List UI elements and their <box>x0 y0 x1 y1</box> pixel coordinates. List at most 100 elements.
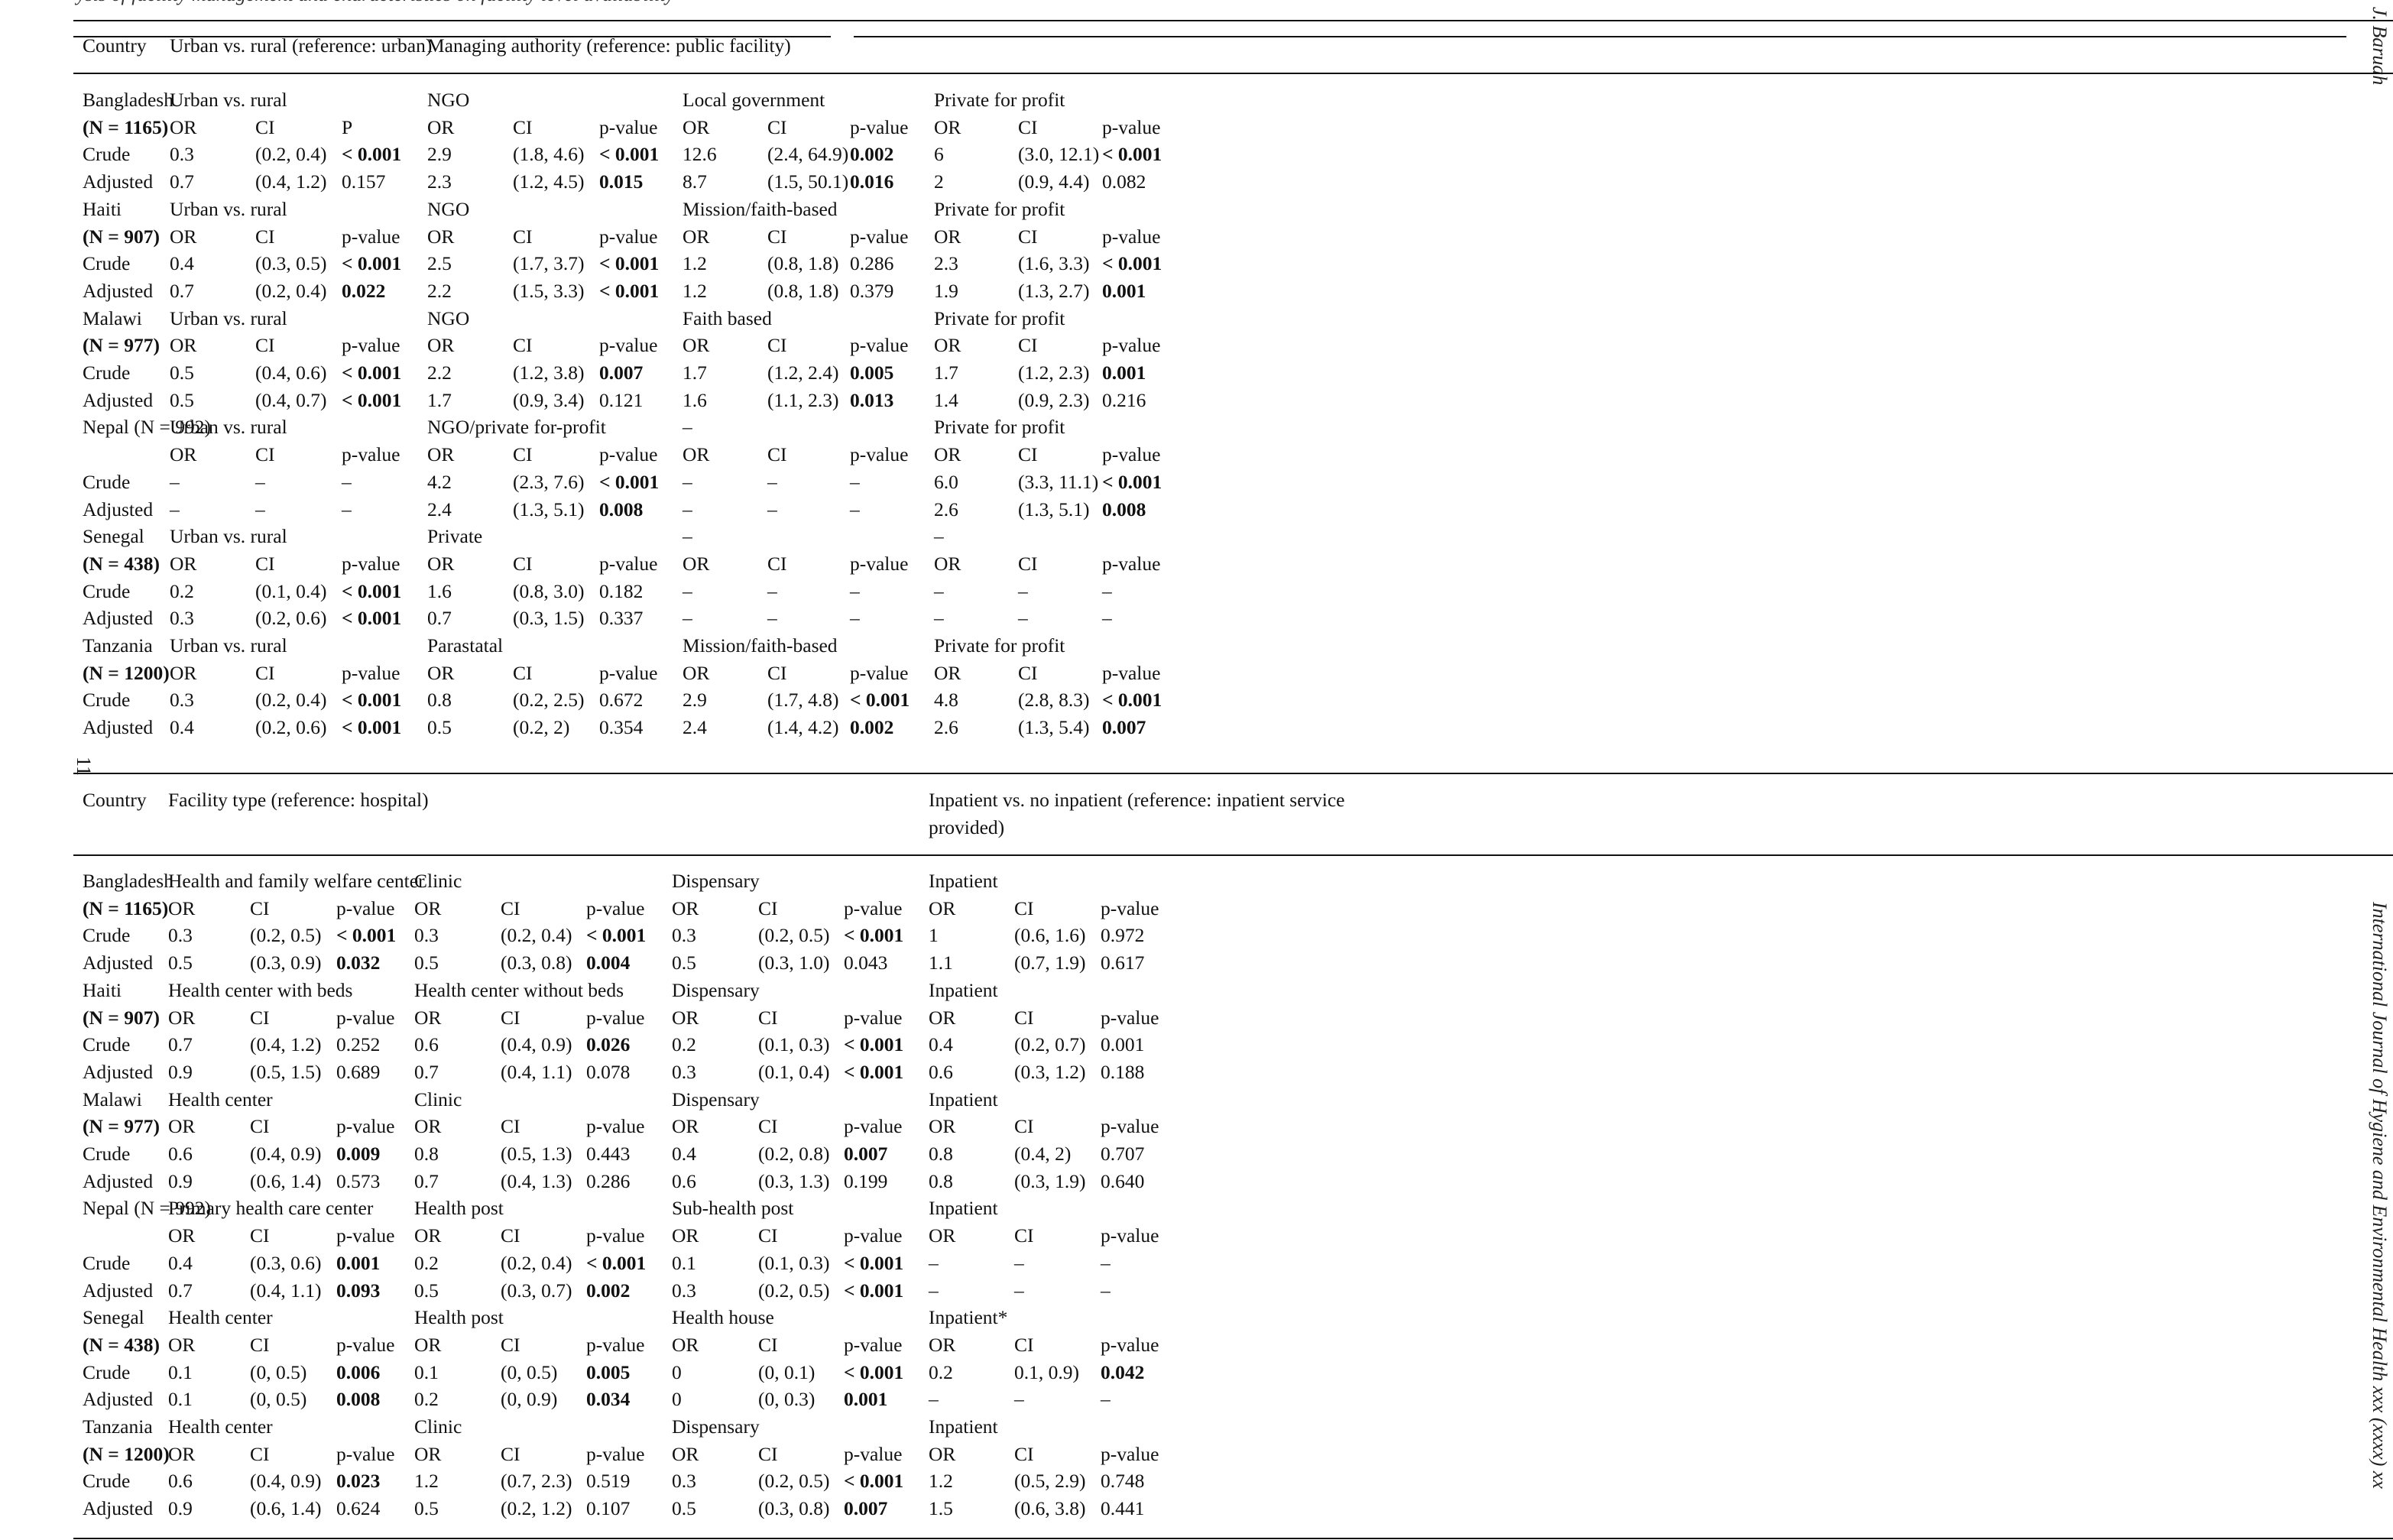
table2-cell: (0.7, 2.3) <box>501 1470 572 1493</box>
caption-fragment: ysis of facility management and characte… <box>76 0 674 6</box>
table1-cell: Private <box>427 525 483 548</box>
table2-cell: 0.1, 0.9) <box>1014 1360 1079 1383</box>
table1-cell: (1.3, 5.1) <box>513 498 585 520</box>
table1-cell: < 0.001 <box>1102 689 1162 712</box>
table2-cell: OR <box>414 1333 442 1356</box>
table1-cell: CI <box>513 225 533 248</box>
table2-cell: (0.5, 1.5) <box>250 1060 322 1083</box>
table2-cell: 0.042 <box>1101 1360 1145 1383</box>
table2-cell: OR <box>414 896 442 919</box>
table1-cell: CI <box>513 115 533 138</box>
table2-cell: CI <box>1014 1333 1034 1356</box>
table2-cell: p-value <box>1101 1224 1159 1247</box>
table2-cell: 1.2 <box>414 1470 439 1493</box>
table2-cell: CI <box>1014 1115 1034 1138</box>
table2-cell: OR <box>414 1115 442 1138</box>
table2-cell: CI <box>250 896 270 919</box>
table1-cell: OR <box>934 334 961 357</box>
table2-cell: Crude <box>83 924 131 947</box>
table1-cell: – <box>1018 607 1028 630</box>
table2-cell: CI <box>250 1224 270 1247</box>
table2-cell: 0.093 <box>336 1279 381 1302</box>
table1-cell: 0.4 <box>170 252 194 275</box>
table2-cell: 0 <box>672 1388 682 1411</box>
table2-cell: Dispensary <box>672 1415 760 1438</box>
table1-cell: 2.9 <box>427 143 452 166</box>
table1-cell: NGO/private for-profit <box>427 416 606 439</box>
table2-cell: – <box>1014 1279 1024 1302</box>
table2-cell: 0.689 <box>336 1060 381 1083</box>
table2-cell: (0.7, 1.9) <box>1014 952 1086 974</box>
table1-cell: p-value <box>599 334 658 357</box>
table2-cell: 0.8 <box>929 1143 953 1165</box>
table1-cell: OR <box>934 552 961 575</box>
table1-cell: (1.7, 3.7) <box>513 252 585 275</box>
table2-cell: < 0.001 <box>844 1360 904 1383</box>
table1-cell: OR <box>934 115 961 138</box>
table1-cell: 0.005 <box>850 361 894 384</box>
table1-cell: (0.2, 0.4) <box>255 279 327 302</box>
table2-cell: < 0.001 <box>586 924 647 947</box>
table1-cell: (0.9, 2.3) <box>1018 388 1090 411</box>
table1-cell: P <box>342 115 353 138</box>
table1-cell: CI <box>513 443 533 466</box>
table1-header-country: Country <box>83 34 147 57</box>
table1-cell: 1.2 <box>683 252 707 275</box>
table2-cell: 0.5 <box>414 1497 439 1520</box>
table1-cell: OR <box>427 443 455 466</box>
table2-cell: Health center <box>168 1088 273 1110</box>
table1-cell: 0.2 <box>170 579 194 602</box>
table2-cell: (0.2, 0.5) <box>758 1279 830 1302</box>
table1-cell: (1.5, 3.3) <box>513 279 585 302</box>
table2-cell: 0.006 <box>336 1360 381 1383</box>
table2-cell: (0.1, 0.3) <box>758 1251 830 1274</box>
table1-cell: 0.7 <box>170 170 194 193</box>
table2-cell: CI <box>501 1006 520 1029</box>
table1-cell: Adjusted <box>83 170 154 193</box>
table2-cell: (0.4, 1.2) <box>250 1033 322 1056</box>
table2-cell: (N = 1200) <box>83 1442 170 1465</box>
table1-cell: 0.7 <box>427 607 452 630</box>
table2-cell: Dispensary <box>672 870 760 892</box>
table2-cell: 1.1 <box>929 952 953 974</box>
table2-cell: Crude <box>83 1143 131 1165</box>
table2-cell: Inpatient <box>929 870 998 892</box>
table2-cell: (0, 0.5) <box>250 1360 307 1383</box>
table1-cell: 6 <box>934 143 944 166</box>
table1-cell: Malawi <box>83 306 142 329</box>
table2-cell: Adjusted <box>83 1169 154 1192</box>
table2-cell: OR <box>414 1442 442 1465</box>
table2-cell: 0.3 <box>672 1279 696 1302</box>
table2-cell: CI <box>501 1442 520 1465</box>
table2-cell: p-value <box>586 1333 645 1356</box>
table1-cell: CI <box>767 115 787 138</box>
table1-cell: < 0.001 <box>850 689 910 712</box>
table2-cell: p-value <box>586 1115 645 1138</box>
table2-cell: (0.3, 0.8) <box>758 1497 830 1520</box>
table2-cell: OR <box>168 1333 196 1356</box>
table1-cell: CI <box>255 225 275 248</box>
table2-cell: Adjusted <box>83 1388 154 1411</box>
table2-bottom-rule <box>73 1538 2393 1539</box>
table1-cell: (3.3, 11.1) <box>1018 470 1099 493</box>
table1-cell: OR <box>170 334 197 357</box>
table2-cell: (0.2, 0.4) <box>501 924 572 947</box>
table1-cell: 2.6 <box>934 498 958 520</box>
table2-cell: 0.008 <box>336 1388 381 1411</box>
table2-cell: 0.5 <box>414 1279 439 1302</box>
table1-cell: p-value <box>1102 443 1161 466</box>
table1-cell: 0.008 <box>1102 498 1146 520</box>
table2-cell: 0.5 <box>168 952 193 974</box>
table2-cell: Haiti <box>83 978 122 1001</box>
table2-header-rule <box>73 854 2393 856</box>
table2-cell: p-value <box>1101 1006 1159 1029</box>
table2-cell: 0.972 <box>1101 924 1145 947</box>
table1-cell: Crude <box>83 689 131 712</box>
table2-cell: (0.6, 1.4) <box>250 1169 322 1192</box>
table1-cell: < 0.001 <box>599 279 660 302</box>
table2-cell: 0.252 <box>336 1033 381 1056</box>
table1-cell: OR <box>427 552 455 575</box>
table2-cell: – <box>929 1279 939 1302</box>
table1-cell: CI <box>513 334 533 357</box>
table2-cell: 0.6 <box>672 1169 696 1192</box>
